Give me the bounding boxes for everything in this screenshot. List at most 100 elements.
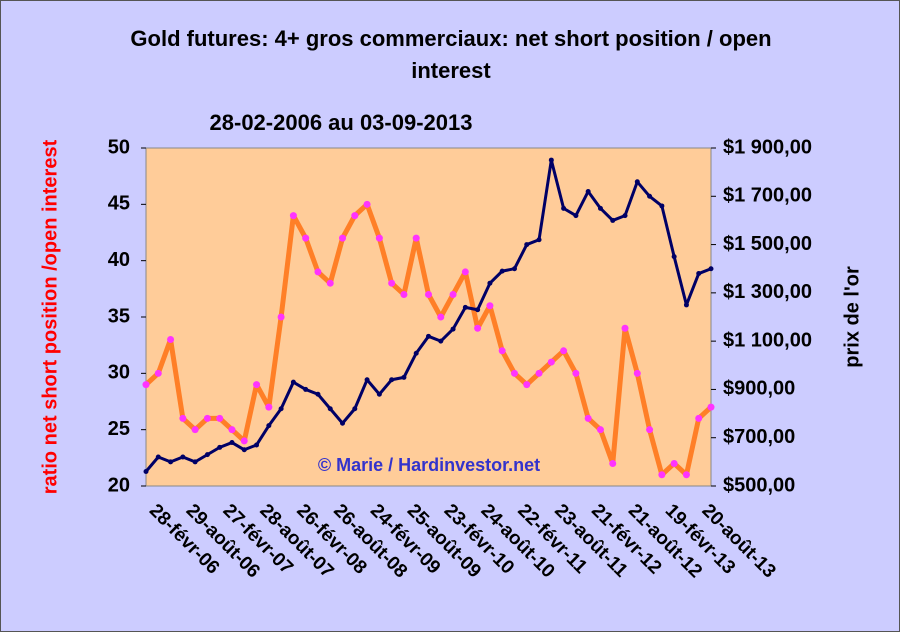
chart-subtitle: 28-02-2006 au 03-09-2013 (210, 110, 473, 135)
y2-axis-label: prix de l'or (841, 266, 863, 368)
data-point (634, 179, 640, 185)
data-point (191, 426, 199, 434)
data-point (510, 369, 518, 377)
y2-tick-label: $1 900,00 (723, 136, 812, 158)
data-point (254, 442, 260, 448)
y-tick-label: 25 (108, 418, 130, 440)
data-point (461, 268, 469, 276)
y-tick-label: 45 (108, 193, 130, 215)
data-point (266, 423, 272, 429)
data-point (143, 469, 149, 475)
data-point (499, 268, 505, 274)
data-point (204, 452, 210, 458)
data-point (487, 280, 493, 286)
data-point (155, 454, 161, 460)
data-point (683, 302, 689, 308)
data-point (180, 454, 186, 460)
data-point (621, 324, 629, 332)
data-point (154, 369, 162, 377)
data-point (253, 381, 261, 389)
data-point (486, 302, 494, 310)
data-point (412, 234, 420, 242)
data-point (498, 347, 506, 355)
data-point (327, 406, 333, 412)
data-point (240, 437, 248, 445)
data-point (535, 369, 543, 377)
data-point (216, 414, 224, 422)
data-point (302, 234, 310, 242)
data-point (524, 242, 530, 248)
chart-title: Gold futures: 4+ gros commerciaux: net s… (130, 26, 772, 83)
data-point (426, 333, 431, 339)
data-point (511, 266, 517, 272)
data-point (671, 254, 677, 260)
data-point (585, 188, 591, 194)
data-point (401, 374, 407, 380)
data-point (647, 193, 653, 199)
y-tick-label: 50 (108, 136, 130, 158)
plot-area (145, 147, 712, 487)
data-point (192, 459, 198, 465)
data-point (658, 471, 666, 479)
data-point (475, 307, 481, 313)
data-point (351, 212, 359, 220)
data-point (596, 426, 604, 434)
data-point (425, 290, 432, 298)
data-point (228, 426, 236, 434)
data-point (241, 447, 247, 453)
y2-tick-label: $1 700,00 (723, 185, 812, 207)
data-point (290, 379, 296, 385)
annotation: © Marie / Hardinvestor.net (318, 455, 540, 475)
data-point (389, 377, 395, 383)
data-point (708, 266, 714, 272)
data-point (609, 459, 617, 467)
y-tick-label: 20 (108, 474, 130, 496)
data-point (339, 234, 347, 242)
data-point (695, 414, 703, 422)
data-point (278, 406, 284, 412)
data-point (167, 336, 175, 344)
data-point (572, 369, 580, 377)
data-point (363, 200, 371, 208)
data-point (707, 403, 715, 411)
data-point (646, 426, 654, 434)
data-point (682, 471, 690, 479)
data-point (597, 205, 603, 211)
y2-tick-label: $500,00 (723, 474, 795, 496)
data-point (670, 459, 678, 467)
y2-tick-label: $1 300,00 (723, 281, 812, 303)
y2-tick-label: $900,00 (723, 378, 795, 400)
data-point (314, 268, 322, 276)
data-point (364, 377, 370, 383)
data-point (277, 313, 285, 321)
data-point (548, 157, 554, 163)
data-point (289, 212, 297, 220)
data-point (474, 324, 482, 332)
data-point (388, 279, 396, 287)
data-point (303, 386, 309, 392)
data-point (560, 347, 568, 355)
data-point (462, 304, 468, 310)
data-point (413, 350, 419, 356)
data-point (523, 381, 531, 389)
data-point (375, 234, 383, 242)
data-point (536, 237, 542, 243)
data-point (179, 414, 187, 422)
data-point (547, 358, 555, 366)
data-point (633, 369, 641, 377)
data-point (400, 290, 408, 298)
data-point (352, 406, 358, 412)
data-point (265, 403, 273, 411)
y-axis-label: ratio net short position /open interest (39, 139, 61, 494)
y2-tick-label: $1 100,00 (723, 329, 812, 351)
data-point (142, 381, 150, 389)
data-point (340, 420, 346, 426)
data-point (610, 217, 616, 223)
data-point (449, 290, 457, 298)
y-tick-label: 35 (108, 305, 130, 327)
y-tick-label: 30 (108, 362, 130, 384)
data-point (696, 271, 702, 277)
data-point (450, 326, 456, 332)
